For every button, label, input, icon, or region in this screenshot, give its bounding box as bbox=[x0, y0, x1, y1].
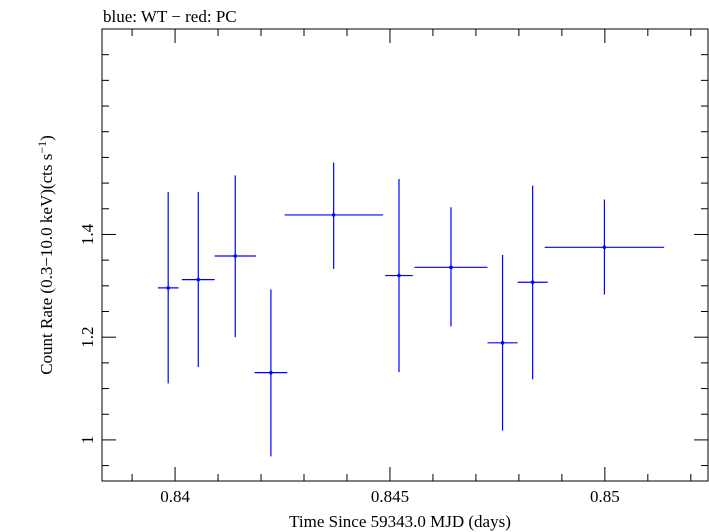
plot-frame bbox=[101, 28, 709, 482]
y-axis-label: Count Rate (0.3−10.0 keV)(cts s−1) bbox=[35, 135, 56, 375]
data-point bbox=[385, 178, 413, 373]
y-tick-label: 1 bbox=[78, 436, 97, 445]
point-marker bbox=[449, 265, 453, 270]
data-point bbox=[414, 207, 488, 327]
point-marker bbox=[602, 245, 607, 250]
data-point bbox=[544, 199, 665, 295]
data-point bbox=[214, 175, 256, 338]
point-marker bbox=[331, 213, 336, 217]
x-axis-label: Time Since 59343.0 MJD (days) bbox=[289, 512, 511, 531]
data-point bbox=[157, 191, 179, 384]
x-tick-label: 0.85 bbox=[590, 487, 620, 506]
y-tick-label: 1.4 bbox=[78, 223, 97, 245]
point-marker bbox=[397, 273, 401, 278]
point-marker bbox=[166, 286, 170, 290]
y-tick-labels: 1 1.2 1.4 bbox=[78, 223, 97, 444]
data-point bbox=[487, 255, 518, 431]
y-axis-label-suffix: ) bbox=[37, 135, 56, 141]
chart-title: blue: WT − red: PC bbox=[103, 7, 237, 26]
x-tick-labels: 0.84 0.845 0.85 bbox=[160, 487, 620, 506]
x-tick-label: 0.845 bbox=[371, 487, 409, 506]
x-tick-label: 0.84 bbox=[160, 487, 190, 506]
data-point bbox=[181, 191, 215, 367]
point-marker bbox=[196, 277, 201, 282]
axis-ticks bbox=[102, 28, 708, 481]
point-marker bbox=[233, 254, 238, 258]
y-tick-label: 1.2 bbox=[78, 327, 97, 348]
data-point bbox=[517, 185, 548, 380]
point-marker bbox=[530, 280, 535, 285]
point-marker bbox=[269, 370, 273, 375]
data-point bbox=[284, 162, 384, 269]
y-axis-label-main: Count Rate (0.3−10.0 keV)(cts s bbox=[37, 154, 56, 375]
point-marker bbox=[500, 341, 505, 345]
data-series bbox=[157, 162, 665, 457]
y-axis-label-superscript: −1 bbox=[35, 141, 49, 154]
data-point bbox=[254, 289, 288, 457]
